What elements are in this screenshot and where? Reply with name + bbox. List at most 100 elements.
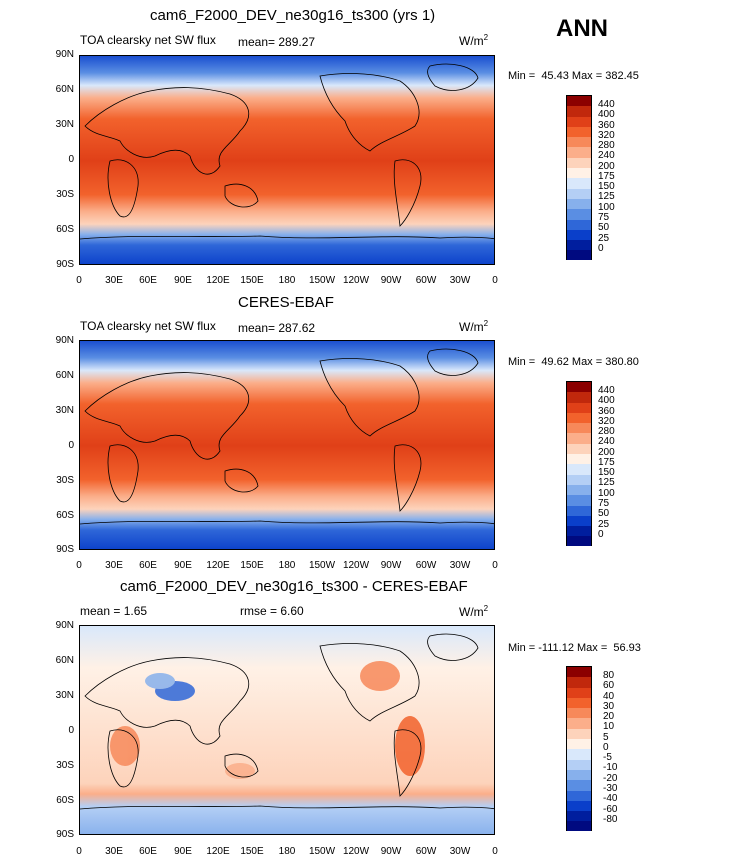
- colorbar-label: 280: [598, 426, 615, 437]
- colorbar-label: 200: [598, 447, 615, 458]
- colorbar-label: -5: [603, 752, 612, 763]
- panel1-map: [79, 55, 495, 265]
- colorbar-label: -30: [603, 783, 618, 794]
- colorbar-label: 75: [598, 498, 610, 509]
- coastline-outlines: [80, 63, 494, 240]
- colorbar-label: 25: [598, 519, 610, 530]
- lat-label: 90S: [56, 544, 74, 555]
- panel1-variable: TOA clearsky net SW flux: [80, 33, 216, 47]
- lon-label: 0: [76, 275, 82, 286]
- lat-label: 90N: [55, 620, 74, 631]
- colorbar-label: -10: [603, 762, 618, 773]
- panel3-colorbar: [566, 666, 592, 832]
- colorbar-label: 25: [598, 233, 610, 244]
- lat-label: 60S: [56, 224, 74, 235]
- lon-label: 30E: [105, 275, 123, 286]
- panel2-minmax: Min = 49.62 Max = 380.80: [508, 356, 639, 368]
- lon-label: 120E: [206, 275, 230, 286]
- colorbar-label: 280: [598, 140, 615, 151]
- colorbar-label: 150: [598, 181, 615, 192]
- lon-label: 90W: [380, 275, 402, 286]
- lon-label: 90W: [380, 560, 402, 571]
- colorbar-label: 175: [598, 457, 615, 468]
- lat-label: 0: [68, 154, 74, 165]
- lon-label: 180: [278, 275, 296, 286]
- panel3-title: cam6_F2000_DEV_ne30g16_ts300 - CERES-EBA…: [120, 578, 468, 595]
- lat-label: 30S: [56, 475, 74, 486]
- lon-label: 150W: [308, 846, 336, 857]
- colorbar-label: 0: [598, 529, 604, 540]
- lon-label: 120W: [342, 846, 370, 857]
- colorbar-label: 60: [603, 680, 615, 691]
- colorbar-label: 20: [603, 711, 615, 722]
- panel3-units: W/m2: [459, 604, 489, 619]
- colorbar-label: 100: [598, 488, 615, 499]
- lon-label: 0: [492, 560, 498, 571]
- lon-label: 60W: [415, 275, 437, 286]
- lon-label: 0: [76, 560, 82, 571]
- coastline-outlines: [80, 633, 494, 810]
- lon-label: 150E: [240, 846, 264, 857]
- lon-label: 60E: [139, 560, 157, 571]
- colorbar-label: 75: [598, 212, 610, 223]
- lat-label: 90N: [55, 335, 74, 346]
- season-label: ANN: [556, 15, 608, 42]
- lon-label: 0: [492, 846, 498, 857]
- lon-label: 180: [278, 560, 296, 571]
- lat-label: 60N: [55, 84, 74, 95]
- panel2-colorbar: [566, 381, 592, 547]
- colorbar-label: 240: [598, 436, 615, 447]
- panel1-units: W/m2: [459, 33, 489, 48]
- colorbar-label: -60: [603, 804, 618, 815]
- colorbar-label: 175: [598, 171, 615, 182]
- colorbar-label: 40: [603, 691, 615, 702]
- lon-label: 30W: [449, 846, 471, 857]
- panel2-title: CERES-EBAF: [238, 294, 334, 311]
- lon-label: 0: [492, 275, 498, 286]
- lon-label: 150W: [308, 275, 336, 286]
- colorbar-label: 50: [598, 508, 610, 519]
- panel2-map: [79, 340, 495, 550]
- lat-label: 30N: [55, 119, 74, 130]
- lon-label: 90W: [380, 846, 402, 857]
- lon-label: 120E: [206, 560, 230, 571]
- colorbar-label: 400: [598, 395, 615, 406]
- panel1-colorbar: [566, 95, 592, 261]
- colorbar-label: 200: [598, 161, 615, 172]
- panel3-map: [79, 625, 495, 835]
- panel2-mean: mean= 287.62: [238, 321, 316, 335]
- difference-patches: [110, 661, 425, 779]
- lon-label: 60W: [415, 560, 437, 571]
- lon-label: 90E: [174, 275, 192, 286]
- colorbar-label: -40: [603, 793, 618, 804]
- lon-label: 60W: [415, 846, 437, 857]
- lon-label: 30W: [449, 275, 471, 286]
- lon-label: 90E: [174, 846, 192, 857]
- lon-label: 120W: [342, 560, 370, 571]
- lon-label: 120E: [206, 846, 230, 857]
- lat-label: 30N: [55, 405, 74, 416]
- lon-label: 120W: [342, 275, 370, 286]
- lon-label: 180: [278, 846, 296, 857]
- lat-label: 0: [68, 440, 74, 451]
- panel1-mean: mean= 289.27: [238, 35, 316, 49]
- colorbar-label: 440: [598, 99, 615, 110]
- colorbar-label: 360: [598, 406, 615, 417]
- colorbar-label: 100: [598, 202, 615, 213]
- lon-label: 150W: [308, 560, 336, 571]
- lat-label: 0: [68, 725, 74, 736]
- colorbar-label: 320: [598, 416, 615, 427]
- panel3-rmse: rmse = 6.60: [240, 604, 304, 618]
- lon-label: 0: [76, 846, 82, 857]
- colorbar-label: 320: [598, 130, 615, 141]
- coastline-outlines: [80, 348, 494, 525]
- colorbar-label: 30: [603, 701, 615, 712]
- panel2-units: W/m2: [459, 319, 489, 334]
- colorbar-label: 5: [603, 732, 609, 743]
- lat-label: 30S: [56, 760, 74, 771]
- lat-label: 60N: [55, 655, 74, 666]
- colorbar-label: 125: [598, 191, 615, 202]
- panel1-minmax: Min = 45.43 Max = 382.45: [508, 70, 639, 82]
- lon-label: 30E: [105, 846, 123, 857]
- lat-label: 60N: [55, 370, 74, 381]
